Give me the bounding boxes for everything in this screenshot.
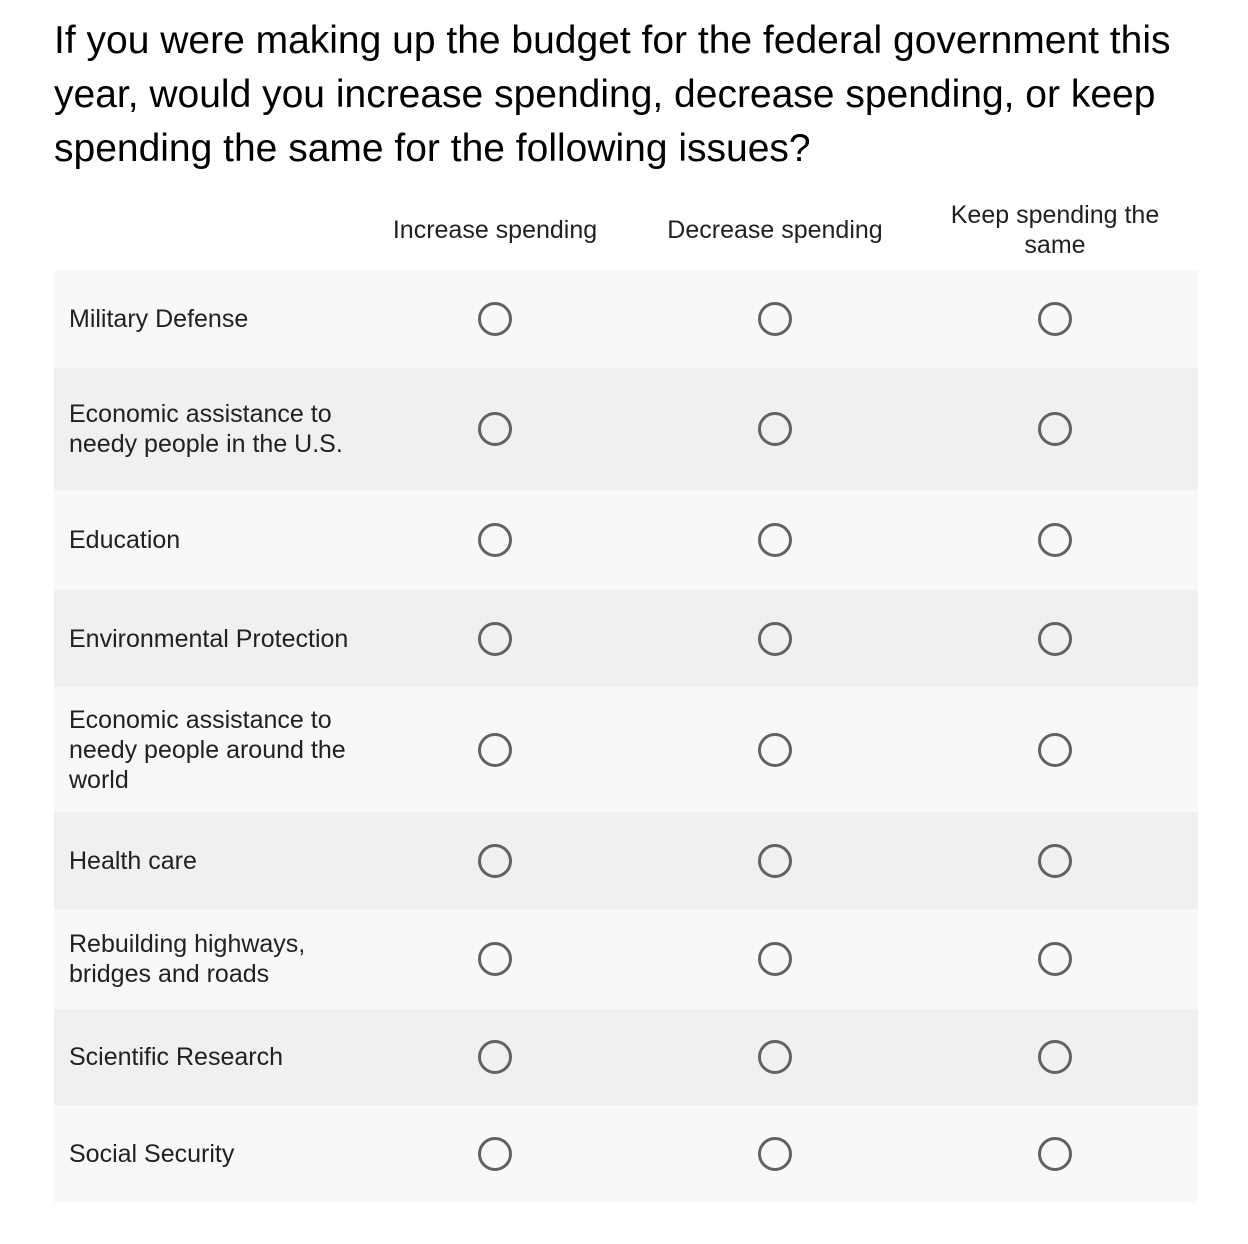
row-label: Education [69,526,181,554]
radio-keep-same[interactable] [1038,523,1072,557]
radio-keep-same[interactable] [1038,942,1072,976]
grid-row-environmental-protection: Environmental Protection [54,590,1198,687]
radio-decrease[interactable] [758,412,792,446]
grid-row-education: Education [54,490,1198,590]
radio-increase[interactable] [478,843,512,878]
grid-row-economic-assistance-us: Economic assistance to needy people in t… [54,368,1198,490]
grid-row-rebuilding-highways: Rebuilding highways, bridges and roads [54,909,1198,1009]
grid-row-social-security: Social Security [54,1105,1198,1203]
radio-keep-same[interactable] [1038,843,1072,878]
radio-keep-same[interactable] [1038,621,1072,656]
radio-increase[interactable] [478,621,512,656]
row-label: Economic assistance to needy people arou… [69,705,346,794]
radio-decrease[interactable] [758,843,792,878]
grid-row-economic-assistance-world: Economic assistance to needy people arou… [54,687,1198,812]
column-header-decrease: Decrease spending [667,216,883,244]
radio-increase[interactable] [478,1040,512,1074]
radio-keep-same[interactable] [1038,1137,1072,1171]
radio-decrease[interactable] [758,1040,792,1074]
radio-keep-same[interactable] [1038,302,1072,336]
radio-decrease[interactable] [758,302,792,336]
grid-row-scientific-research: Scientific Research [54,1009,1198,1105]
radio-increase[interactable] [478,412,512,446]
row-label: Military Defense [69,305,249,333]
column-header-increase: Increase spending [392,216,598,244]
row-label: Scientific Research [69,1043,283,1071]
radio-increase[interactable] [478,523,512,557]
row-label: Rebuilding highways, bridges and roads [69,930,306,988]
radio-increase[interactable] [478,302,512,336]
choice-grid: Increase spending Decrease spending Keep… [54,190,1198,1203]
radio-increase[interactable] [478,942,512,976]
radio-keep-same[interactable] [1038,732,1072,767]
radio-decrease[interactable] [758,1137,792,1171]
radio-decrease[interactable] [758,732,792,767]
radio-decrease[interactable] [758,942,792,976]
row-label: Social Security [69,1140,235,1168]
grid-row-military-defense: Military Defense [54,270,1198,368]
column-header-keep-same: Keep spending the same [950,201,1160,259]
radio-keep-same[interactable] [1038,412,1072,446]
question-title: If you were making up the budget for the… [54,19,1171,170]
radio-decrease[interactable] [758,621,792,656]
grid-row-health-care: Health care [54,812,1198,909]
row-label: Environmental Protection [69,624,349,653]
radio-decrease[interactable] [758,523,792,557]
row-label: Economic assistance to needy people in t… [69,400,343,458]
radio-increase[interactable] [478,732,512,767]
row-label: Health care [69,846,197,875]
radio-increase[interactable] [478,1137,512,1171]
grid-header-row: Increase spending Decrease spending Keep… [54,190,1198,270]
radio-keep-same[interactable] [1038,1040,1072,1074]
